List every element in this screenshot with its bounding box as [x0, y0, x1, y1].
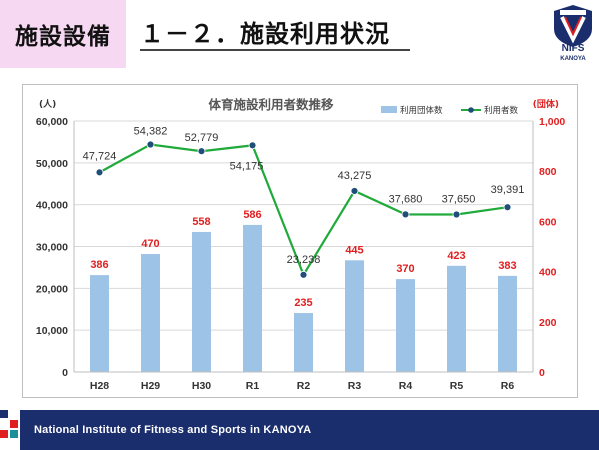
- legend-line-label: 利用者数: [484, 105, 519, 116]
- line-point: [248, 141, 257, 150]
- right-axis-tick-label: 800: [539, 166, 557, 178]
- line-data-label: 23,238: [287, 254, 321, 266]
- line-point: [299, 270, 308, 279]
- line-point: [503, 203, 512, 212]
- section-label-box: 施設設備: [0, 0, 126, 68]
- line-data-label: 47,724: [83, 150, 117, 162]
- bar: [90, 275, 109, 372]
- bar-data-label: 470: [141, 238, 159, 250]
- right-axis-tick-label: 600: [539, 216, 557, 228]
- x-axis-tick-label: R2: [297, 380, 311, 392]
- line-point: [146, 140, 155, 149]
- line-data-label: 54,382: [134, 126, 168, 138]
- title-underline: [140, 49, 410, 51]
- bar: [345, 260, 364, 372]
- right-axis-tick-label: 200: [539, 317, 557, 329]
- x-axis-tick-label: H29: [141, 380, 160, 392]
- bar: [141, 254, 160, 372]
- chart-title: 体育施設利用者数推移: [208, 97, 334, 112]
- legend-line-marker: [468, 107, 474, 113]
- line-data-label: 37,680: [389, 193, 423, 205]
- left-axis-tick-label: 50,000: [36, 158, 68, 170]
- line-point: [452, 210, 461, 219]
- footer-bar: [0, 410, 599, 450]
- line-point: [197, 147, 206, 156]
- bar: [396, 279, 415, 372]
- right-axis-tick-label: 1,000: [539, 116, 565, 128]
- bar-data-label: 558: [192, 216, 210, 228]
- footer-accent-square-teal: [10, 430, 18, 438]
- slide-title: １－２．施設利用状況: [140, 20, 390, 48]
- right-axis-tick-label: 400: [539, 267, 557, 279]
- bar: [447, 265, 466, 372]
- line-data-label: 39,391: [491, 184, 525, 196]
- logo-text: NIFS: [561, 43, 585, 54]
- bar-data-label: 586: [243, 209, 261, 221]
- line-point: [401, 210, 410, 219]
- section-label: 施設設備: [15, 24, 111, 50]
- right-axis-tick-label: 0: [539, 367, 545, 379]
- line-data-label: 52,779: [185, 132, 219, 144]
- bar-data-label: 423: [447, 250, 465, 262]
- right-axis-unit: (団体): [533, 98, 559, 110]
- left-axis-tick-label: 0: [62, 367, 68, 379]
- x-axis-tick-label: R1: [246, 380, 260, 392]
- left-axis-tick-label: 30,000: [36, 242, 68, 254]
- bar-data-label: 445: [345, 244, 363, 256]
- line-data-label: 37,650: [442, 193, 476, 205]
- bar-data-label: 370: [396, 263, 414, 275]
- bar: [294, 313, 313, 372]
- footer-accent-square-navy: [0, 410, 8, 418]
- bar-data-label: 235: [294, 297, 312, 309]
- usage-chart: 体育施設利用者数推移 (人) (団体) 利用団体数 利用者数 386 470 558…: [36, 97, 566, 392]
- line-point: [95, 168, 104, 177]
- bar-data-label: 386: [90, 259, 108, 271]
- footer-text: National Institute of Fitness and Sports…: [34, 424, 312, 436]
- footer-accent-square-red: [10, 420, 18, 428]
- left-axis-tick-label: 60,000: [36, 116, 68, 128]
- x-axis-tick-label: H30: [192, 380, 211, 392]
- bar-data-label: 383: [498, 260, 516, 272]
- left-axis-unit: (人): [39, 98, 56, 110]
- x-axis-tick-label: R6: [501, 380, 515, 392]
- x-axis-tick-label: H28: [90, 380, 109, 392]
- line-point: [350, 187, 359, 195]
- logo-subtext: KANOYA: [560, 56, 586, 62]
- bar: [192, 231, 211, 372]
- x-axis-tick-label: R3: [348, 380, 362, 392]
- left-axis-tick-label: 10,000: [36, 325, 68, 337]
- legend-bar-swatch: [381, 106, 397, 113]
- legend-bar-label: 利用団体数: [400, 105, 443, 116]
- bar: [498, 275, 517, 372]
- line-data-label: 54,175: [230, 160, 264, 172]
- x-axis-tick-label: R5: [450, 380, 464, 392]
- bar: [243, 224, 262, 372]
- chart-panel: 体育施設利用者数推移 (人) (団体) 利用団体数 利用者数 386 470 558…: [22, 84, 578, 398]
- left-axis-tick-label: 20,000: [36, 283, 68, 295]
- footer-accent-square-red-2: [0, 430, 8, 438]
- university-logo-icon: [554, 5, 592, 47]
- line-data-label: 43,275: [338, 170, 372, 182]
- left-axis-tick-label: 40,000: [36, 200, 68, 212]
- legend: 利用団体数 利用者数: [381, 105, 519, 116]
- x-axis-tick-label: R4: [399, 380, 413, 392]
